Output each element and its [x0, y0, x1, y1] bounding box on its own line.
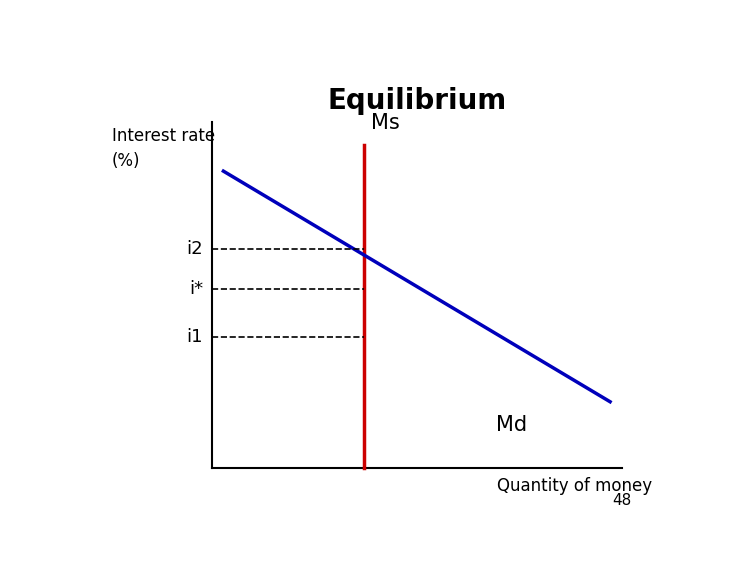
Text: Interest rate
(%): Interest rate (%) [112, 127, 215, 170]
Text: Equilibrium: Equilibrium [327, 87, 507, 115]
Text: Quantity of money: Quantity of money [497, 477, 652, 495]
Text: i1: i1 [187, 328, 203, 346]
Text: 48: 48 [612, 493, 631, 508]
Text: Ms: Ms [371, 113, 400, 134]
Text: i*: i* [189, 280, 203, 298]
Text: i2: i2 [186, 240, 203, 257]
Text: Md: Md [496, 415, 527, 435]
